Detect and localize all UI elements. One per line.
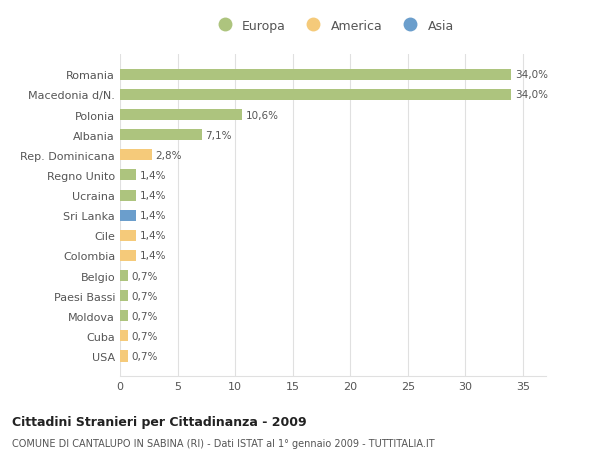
Text: 1,4%: 1,4%: [140, 190, 166, 201]
Legend: Europa, America, Asia: Europa, America, Asia: [212, 20, 454, 33]
Bar: [120, 311, 128, 322]
Text: 0,7%: 0,7%: [131, 291, 158, 301]
Bar: [120, 330, 128, 341]
Bar: [120, 170, 136, 181]
Text: 0,7%: 0,7%: [131, 271, 158, 281]
Bar: [120, 190, 136, 201]
Text: 10,6%: 10,6%: [245, 110, 278, 120]
Bar: [120, 90, 511, 101]
Text: 2,8%: 2,8%: [155, 151, 182, 161]
Bar: [120, 210, 136, 221]
Text: 1,4%: 1,4%: [140, 231, 166, 241]
Text: 34,0%: 34,0%: [515, 90, 548, 100]
Text: 7,1%: 7,1%: [205, 130, 232, 140]
Bar: [120, 351, 128, 362]
Text: 34,0%: 34,0%: [515, 70, 548, 80]
Bar: [120, 70, 511, 81]
Text: 1,4%: 1,4%: [140, 211, 166, 221]
Text: Cittadini Stranieri per Cittadinanza - 2009: Cittadini Stranieri per Cittadinanza - 2…: [12, 415, 307, 428]
Text: 1,4%: 1,4%: [140, 171, 166, 180]
Text: COMUNE DI CANTALUPO IN SABINA (RI) - Dati ISTAT al 1° gennaio 2009 - TUTTITALIA.: COMUNE DI CANTALUPO IN SABINA (RI) - Dat…: [12, 438, 434, 448]
Text: 0,7%: 0,7%: [131, 311, 158, 321]
Bar: [120, 130, 202, 141]
Bar: [120, 110, 242, 121]
Bar: [120, 150, 152, 161]
Text: 0,7%: 0,7%: [131, 331, 158, 341]
Text: 0,7%: 0,7%: [131, 351, 158, 361]
Text: 1,4%: 1,4%: [140, 251, 166, 261]
Bar: [120, 270, 128, 281]
Bar: [120, 230, 136, 241]
Bar: [120, 291, 128, 302]
Bar: [120, 250, 136, 262]
